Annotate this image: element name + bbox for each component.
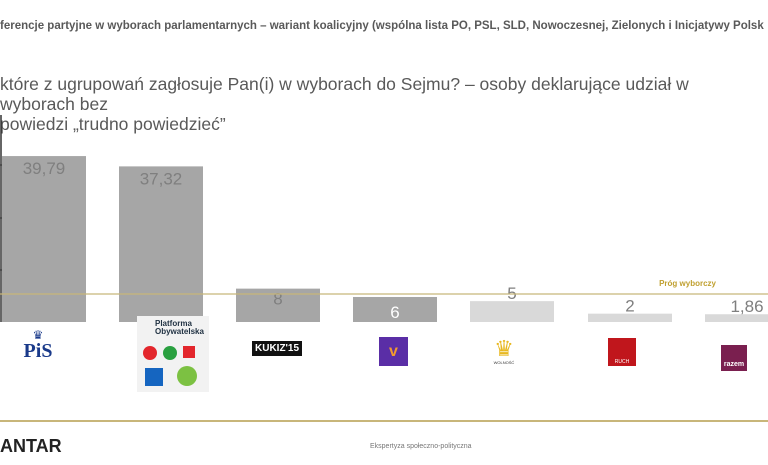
bar [353,296,437,322]
threshold-label: Próg wyborczy [659,279,716,288]
question-line-2: powiedzi „trudno powiedzieć” [0,114,226,134]
footer-tagline: Ekspertyza społeczno-polityczna [370,443,472,450]
coalition-logo: Platforma Obywatelska [137,316,209,392]
data-label: 37,32 [140,169,183,188]
kukiz-logo: KUKIZ'15 [252,341,303,356]
brand-logo: ANTAR [0,436,62,456]
bar [2,156,86,322]
bar [588,313,672,322]
question-text: które z ugrupowań zagłosuje Pan(i) w wyb… [0,74,768,134]
bar [470,301,554,322]
footer-divider [0,420,768,422]
slide-title: ferencje partyjne w wyborach parlamentar… [0,20,764,32]
question-line-1: które z ugrupowań zagłosuje Pan(i) w wyb… [0,74,689,114]
wiosna-logo: v [379,337,408,366]
data-label: 39,79 [23,159,66,178]
bar [119,166,203,322]
bar [705,314,768,322]
data-label: 6 [390,303,399,322]
ruch-narodowy-logo: RUCH [608,338,636,366]
data-label: 1,86 [730,297,763,316]
razem-logo: razem [721,345,747,371]
data-label: 2 [625,297,634,316]
wolnosc-logo: ♛ WOLNOŚĆ [493,336,515,366]
pis-logo: ♛ PiS [23,328,53,362]
data-label: 8 [273,290,282,309]
